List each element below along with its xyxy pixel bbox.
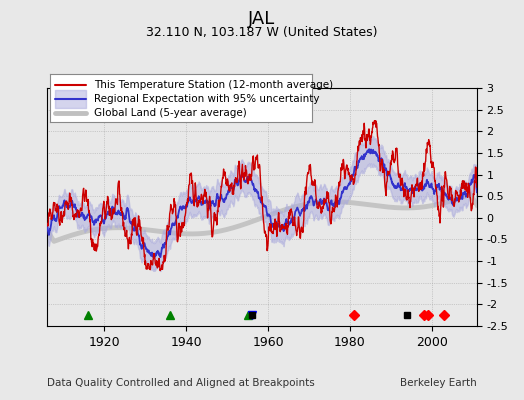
Text: Data Quality Controlled and Aligned at Breakpoints: Data Quality Controlled and Aligned at B… — [47, 378, 315, 388]
Text: Regional Expectation with 95% uncertainty: Regional Expectation with 95% uncertaint… — [94, 94, 320, 104]
Text: Berkeley Earth: Berkeley Earth — [400, 378, 477, 388]
Text: This Temperature Station (12-month average): This Temperature Station (12-month avera… — [94, 80, 333, 90]
Text: 32.110 N, 103.187 W (United States): 32.110 N, 103.187 W (United States) — [146, 26, 378, 39]
Text: Global Land (5-year average): Global Land (5-year average) — [94, 108, 247, 118]
Text: JAL: JAL — [248, 10, 276, 28]
